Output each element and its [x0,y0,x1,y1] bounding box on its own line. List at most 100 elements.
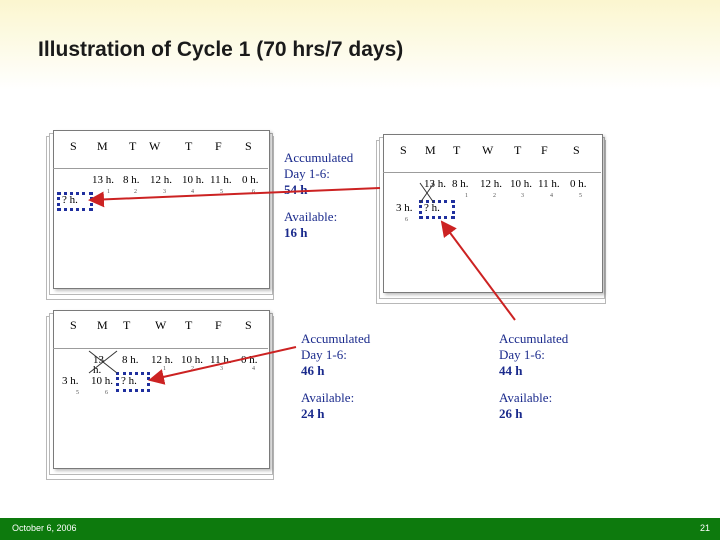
day-hours: 3 h. [396,202,413,214]
day-number: 1 [107,189,110,195]
day-header-fri: F [215,318,222,332]
calendar-header-rule [53,348,268,349]
day-header-tue: T [453,143,461,157]
footer-bar: October 6, 2006 21 [0,518,720,540]
day-hours: 3 h. [62,375,79,387]
day-header-wed: W [149,139,161,153]
title-band [0,0,720,90]
note-label: Available: [284,209,338,224]
day-number: 6 [105,390,108,396]
cross-mark-calendar2 [419,182,435,204]
day-hours: 0 h. [570,178,587,190]
note-label: Day 1-6: [284,166,330,181]
note-value: 24 h [301,406,325,421]
note-value: 16 h [284,225,308,240]
note-label: Accumulated [301,331,371,346]
day-hours: 10 h. [181,354,203,366]
note-value: 46 h [301,363,325,378]
day-header-sun: S [70,139,77,153]
note-top-accumulated: Accumulated Day 1-6: 54 h [284,150,353,198]
note-middle-accumulated: Accumulated Day 1-6: 46 h [301,331,370,379]
day-hours: 13 h. [424,178,446,190]
day-header-mon: M [425,143,436,157]
day-number: 3 [220,366,223,372]
note-top-available: Available: 16 h [284,209,337,241]
day-hours: 8 h. [452,178,469,190]
note-label: Day 1-6: [499,347,545,362]
day-header-wed: W [155,318,167,332]
day-header-tue: T [129,139,137,153]
unknown-hours: ? h. [121,375,137,387]
day-number: 3 [521,193,524,199]
day-number: 6 [252,189,255,195]
note-right-accumulated: Accumulated Day 1-6: 44 h [499,331,568,379]
unknown-hours: ? h. [424,202,440,214]
note-label: Day 1-6: [301,347,347,362]
arrow-available-to-top-right [440,220,516,321]
calendar-cycle-top-left: S M T W T F S 13 h. 8 h. 12 h. 10 h. 11 … [44,128,274,300]
day-number: 3 [163,189,166,195]
day-number: 5 [76,390,79,396]
cross-mark-calendar3 [88,350,118,374]
day-number: 1 [465,193,468,199]
day-number: 4 [550,193,553,199]
page-number: 21 [699,523,710,533]
calendar-cycle-bottom-left: S M T W T F S 13 8 h. 12 h. 10 h. 11 h. … [44,308,274,480]
note-label: Available: [499,390,553,405]
day-hours: 13 [93,354,104,366]
day-header-thu: T [514,143,522,157]
day-hours: 11 h. [538,178,560,190]
day-header-mon: M [97,139,108,153]
day-hours: 10 h. [182,174,204,186]
day-header-sat: S [245,139,252,153]
calendar-header-rule [383,172,601,173]
unknown-hours-box [419,200,455,219]
day-hours: 10 h. [510,178,532,190]
day-hours: 12 h. [480,178,502,190]
day-hours: 11 h. [210,174,232,186]
day-number: 4 [191,189,194,195]
note-middle-available: Available: 24 h [301,390,354,422]
day-header-sat: S [573,143,580,157]
day-number: 1 [163,366,166,372]
day-hours: 0 h. [242,174,259,186]
day-header-thu: T [185,318,193,332]
arrow-available-to-top-left [88,187,381,208]
day-hours: 8 h. [122,354,139,366]
note-label: Available: [301,390,355,405]
day-hours-wrap: h. [93,364,102,376]
calendar-cycle-top-right: S M T W T F S 13 h. 8 h. 12 h. 10 h. 11 … [374,132,606,304]
day-hours: 12 h. [151,354,173,366]
calendar-front-sheet [53,310,270,469]
arrow-available-to-bottom-left [148,346,297,385]
day-hours: 12 h. [150,174,172,186]
day-header-sat: S [245,318,252,332]
note-right-available: Available: 26 h [499,390,552,422]
calendar-header-rule [53,168,268,169]
day-header-sun: S [70,318,77,332]
note-value: 54 h [284,182,308,197]
slide-title: Illustration of Cycle 1 (70 hrs/7 days) [38,38,404,61]
day-header-tue: T [123,318,131,332]
day-header-fri: F [541,143,548,157]
day-header-fri: F [215,139,222,153]
day-header-mon: M [97,318,108,332]
footer-date: October 6, 2006 [12,523,77,533]
unknown-hours: ? h. [62,194,78,206]
note-value: 44 h [499,363,523,378]
day-number: 5 [579,193,582,199]
day-hours: 10 h. [91,375,113,387]
day-number: 2 [493,193,496,199]
day-header-wed: W [482,143,494,157]
note-label: Accumulated [284,150,354,165]
day-number: 2 [134,189,137,195]
day-header-sun: S [400,143,407,157]
day-number: 5 [220,189,223,195]
day-number: 4 [252,366,255,372]
day-number: 6 [405,217,408,223]
note-value: 26 h [499,406,523,421]
day-hours: 13 h. [92,174,114,186]
day-header-thu: T [185,139,193,153]
day-number: 2 [191,366,194,372]
